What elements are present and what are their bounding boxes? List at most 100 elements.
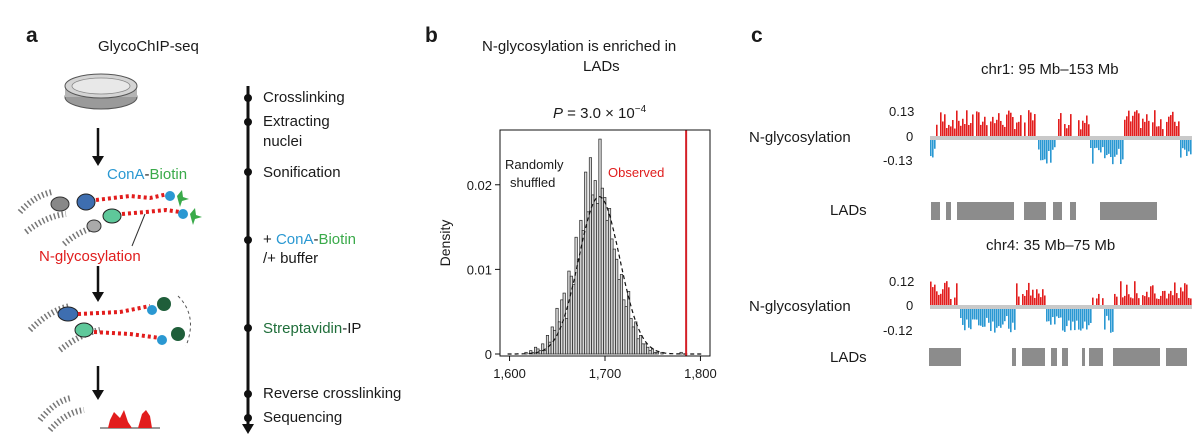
signal-bar-negative — [1048, 309, 1050, 322]
signal-bar-negative — [1112, 140, 1114, 165]
signal-bar-positive — [1166, 298, 1168, 305]
signal-bar-negative — [1038, 140, 1040, 150]
signal-bar-positive — [936, 124, 938, 136]
signal-bar-positive — [1144, 121, 1146, 136]
signal-bar-negative — [1066, 309, 1068, 327]
x-tick-label: 1,800 — [684, 366, 717, 381]
signal-bar-negative — [992, 309, 994, 322]
signal-bar-positive — [930, 281, 932, 305]
signal-bar-positive — [1176, 126, 1178, 136]
signal-bar-positive — [946, 281, 948, 305]
signal-bar-negative — [1080, 309, 1082, 331]
signal-bar-positive — [1138, 298, 1140, 305]
signal-bar-positive — [1190, 298, 1192, 305]
signal-bar-positive — [952, 119, 954, 136]
signal-bar-positive — [1126, 284, 1128, 305]
signal-bar-positive — [1008, 110, 1010, 136]
signal-bar-positive — [1170, 115, 1172, 136]
signal-bar-positive — [1002, 124, 1004, 136]
histogram-bar — [541, 343, 545, 355]
signal-bar-positive — [1148, 297, 1150, 305]
signal-bar-negative — [974, 309, 976, 320]
signal-bar-positive — [1160, 119, 1162, 136]
signal-bar-positive — [948, 124, 950, 136]
signal-bar-positive — [1122, 297, 1124, 305]
signal-bar-positive — [1114, 293, 1116, 305]
signal-bar-positive — [1016, 283, 1018, 305]
signal-bar-positive — [1010, 112, 1012, 136]
signal-bar-positive — [1078, 120, 1080, 136]
signal-bar-negative — [1090, 140, 1092, 149]
signal-bar-positive — [996, 119, 998, 136]
step-conA-text: ConA — [275, 231, 314, 248]
signal-bar-positive — [1158, 298, 1160, 305]
signal-bar-positive — [1030, 295, 1032, 305]
signal-bar-negative — [1092, 140, 1094, 164]
signal-bar-negative — [1116, 140, 1118, 155]
track1-title: chr1: 95 Mb–153 Mb — [981, 61, 1119, 78]
signal-bar-positive — [1144, 296, 1146, 305]
track2-tick-top: 0.12 — [889, 274, 915, 289]
signal-bar-positive — [1136, 110, 1138, 136]
y-tick-label: 0.02 — [467, 178, 492, 193]
signal-bar-negative — [1068, 309, 1070, 321]
track1-tick-bottom: -0.13 — [883, 153, 913, 168]
lad-track — [931, 202, 1157, 220]
signal-bar-negative — [1052, 309, 1054, 318]
signal-bar-positive — [994, 123, 996, 136]
lad-block — [929, 348, 961, 366]
signal-bar-negative — [1106, 309, 1108, 316]
signal-bar-negative — [1054, 309, 1056, 325]
signal-bar-positive — [1036, 289, 1038, 305]
signal-bar-negative — [1086, 309, 1088, 330]
step-sonification: Sonification — [263, 164, 341, 181]
signal-bar-positive — [1156, 298, 1158, 305]
signal-bar-negative — [1056, 309, 1058, 317]
signal-bar-positive — [1142, 295, 1144, 305]
p-exponent: −4 — [634, 104, 647, 115]
signal-bar-negative — [1078, 309, 1080, 330]
signal-bar-positive — [1172, 111, 1174, 136]
signal-bar-positive — [1128, 294, 1130, 305]
signal-bar-positive — [1016, 122, 1018, 136]
signal-bar-negative — [1046, 140, 1048, 164]
panel-letter-b: b — [425, 24, 438, 47]
signal-bar-positive — [1044, 295, 1046, 305]
signal-bar-positive — [992, 116, 994, 136]
signal-bar-positive — [1164, 290, 1166, 305]
signal-bar-positive — [1154, 293, 1156, 305]
timeline-axis — [242, 86, 254, 434]
signal-bar-positive — [944, 114, 946, 136]
signal-bar-positive — [1022, 294, 1024, 305]
signal-bar-positive — [1146, 291, 1148, 305]
signal-bar-positive — [940, 112, 942, 136]
signal-bar-positive — [1152, 122, 1154, 136]
lad-block — [1070, 202, 1076, 220]
signal-bar-positive — [1024, 122, 1026, 136]
signal-bar-negative — [972, 309, 974, 320]
lad-block — [1024, 202, 1046, 220]
signal-bar-positive — [948, 287, 950, 305]
signal-bar-positive — [934, 284, 936, 305]
track1-tick-zero: 0 — [906, 129, 914, 144]
signal-bar-positive — [1178, 298, 1180, 305]
track2-lads-label: LADs — [830, 349, 867, 366]
baseline — [930, 136, 1192, 140]
signal-bar-negative — [1008, 309, 1010, 329]
signal-bar-positive — [1038, 293, 1040, 305]
signal-bar-positive — [964, 124, 966, 136]
signal-bar-negative — [1042, 140, 1044, 161]
signal-bar-negative — [1122, 140, 1124, 160]
signal-bar-positive — [946, 128, 948, 136]
step-extracting: Extracting — [263, 113, 330, 130]
signal-bar-negative — [1102, 140, 1104, 148]
signal-bar-positive — [1166, 121, 1168, 136]
lad-block — [1062, 348, 1068, 366]
histogram-bars — [524, 138, 683, 355]
nglycosylation-label: N-glycosylation — [39, 248, 141, 265]
signal-bar-negative — [1004, 309, 1006, 322]
signal-bar-positive — [1102, 298, 1104, 305]
signal-bar-negative — [962, 309, 964, 325]
lad-block — [1022, 348, 1045, 366]
signal-bar-positive — [1152, 285, 1154, 305]
